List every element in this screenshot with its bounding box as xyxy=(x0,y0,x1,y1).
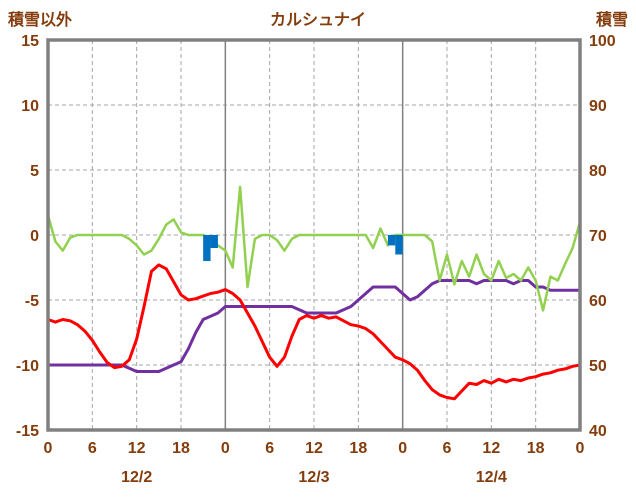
left-axis-tick: -5 xyxy=(25,293,39,310)
left-axis-tick: 10 xyxy=(21,98,39,115)
right-axis-tick: 80 xyxy=(589,163,607,180)
red-line xyxy=(46,263,582,401)
x-axis-hour-tick: 18 xyxy=(349,440,367,457)
chart-title: カルシュナイ xyxy=(269,12,366,29)
blue-bars xyxy=(210,235,218,248)
x-axis-date-label: 12/2 xyxy=(121,469,152,486)
blue-bars xyxy=(395,235,403,255)
x-axis-hour-tick: 0 xyxy=(576,440,585,457)
right-axis-tick: 100 xyxy=(589,33,616,50)
left-axis-tick: -10 xyxy=(16,358,39,375)
x-axis-hour-tick: 18 xyxy=(172,440,190,457)
x-axis-date-label: 12/4 xyxy=(476,469,507,486)
x-axis-hour-tick: 12 xyxy=(305,440,323,457)
left-axis-tick: 5 xyxy=(30,163,39,180)
x-axis-hour-tick: 6 xyxy=(265,440,274,457)
plot-frame xyxy=(46,38,582,432)
blue-bars xyxy=(203,235,211,261)
right-axis-tick: 60 xyxy=(589,293,607,310)
x-axis-hour-tick: 6 xyxy=(88,440,97,457)
x-axis-date-label: 12/3 xyxy=(298,469,329,486)
x-axis-hour-tick: 6 xyxy=(443,440,452,457)
x-axis-hour-tick: 0 xyxy=(398,440,407,457)
x-axis-hour-tick: 0 xyxy=(221,440,230,457)
right-axis-title: 積雪 xyxy=(595,12,628,29)
x-axis-hour-tick: 18 xyxy=(527,440,545,457)
x-axis-hour-tick: 12 xyxy=(482,440,500,457)
right-axis-tick: 40 xyxy=(589,423,607,440)
right-axis-tick: 50 xyxy=(589,358,607,375)
left-axis-tick: 15 xyxy=(21,33,39,50)
x-axis-hour-tick: 12 xyxy=(128,440,146,457)
right-axis-tick: 90 xyxy=(589,98,607,115)
x-axis-hour-tick: 0 xyxy=(44,440,53,457)
blue-bars xyxy=(387,235,396,246)
left-axis-title: 積雪以外 xyxy=(8,12,73,29)
left-axis-tick: 0 xyxy=(30,228,39,245)
left-axis-tick: -15 xyxy=(16,423,39,440)
right-axis-tick: 70 xyxy=(589,228,607,245)
green-line xyxy=(46,185,582,312)
